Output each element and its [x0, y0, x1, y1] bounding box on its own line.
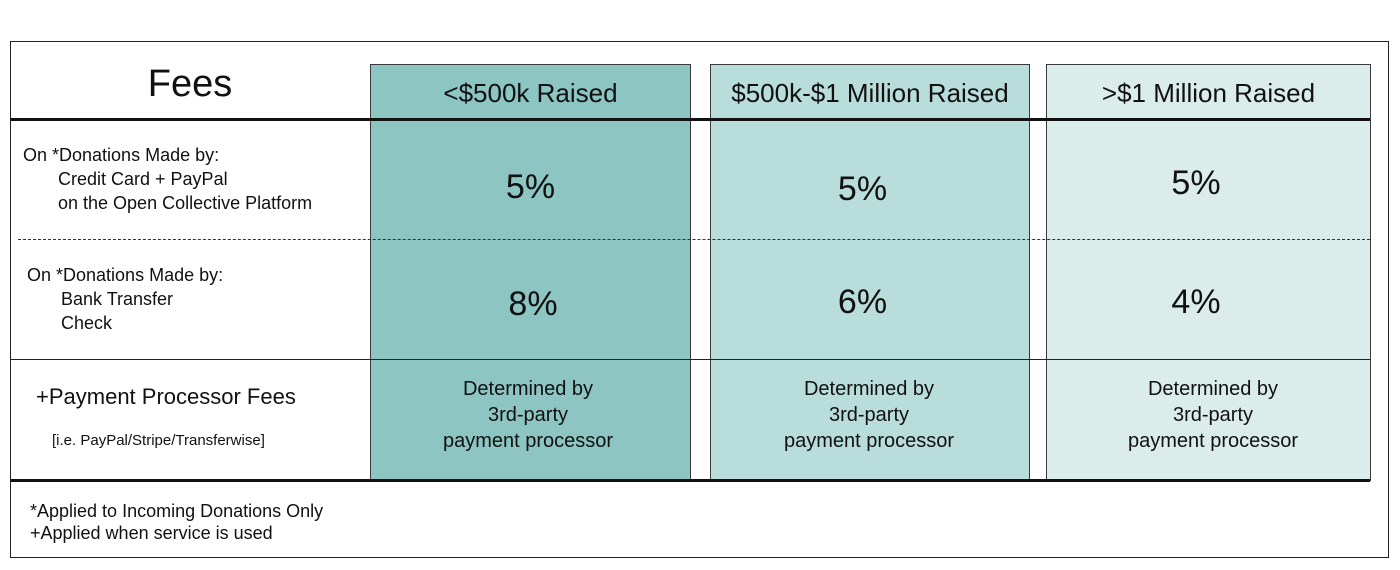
bank-row-line1: On *Donations Made by:	[27, 265, 224, 285]
processor-tier-3-line1: Determined by	[1147, 378, 1279, 400]
bank-row-label: On *Donations Made by: Bank Transfer Che…	[27, 263, 223, 335]
processor-row-label: +Payment Processor Fees	[36, 384, 296, 409]
tier-header-3: >$1 Million Raised	[1101, 78, 1316, 108]
processor-fee-tier-2: Determined by 3rd-party payment processo…	[710, 376, 1028, 454]
footnote-1: *Applied to Incoming Donations Only	[30, 501, 324, 521]
bank-fee-tier-3: 4%	[1171, 283, 1221, 321]
row-divider	[10, 359, 1370, 360]
tier-header-1: <$500k Raised	[443, 78, 618, 108]
card-row-label: On *Donations Made by: Credit Card + Pay…	[23, 143, 312, 215]
tier-column-2: $500k-$1 Million Raised	[710, 64, 1030, 481]
processor-tier-2-line1: Determined by	[803, 378, 935, 400]
card-fee-tier-1: 5%	[505, 168, 556, 206]
bank-fee-tier-1: 8%	[508, 285, 558, 323]
tier-column-1: <$500k Raised	[370, 64, 691, 481]
bank-row-line2: Bank Transfer	[61, 289, 174, 309]
footnotes: *Applied to Incoming Donations Only +App…	[30, 500, 323, 544]
bank-row-line3: Check	[61, 313, 113, 333]
processor-tier-2-line2: 3rd-party	[828, 404, 910, 426]
card-row-line3: on the Open Collective Platform	[58, 193, 313, 213]
card-fee-tier-3: 5%	[1171, 164, 1221, 202]
card-row-line1: On *Donations Made by:	[23, 145, 220, 165]
processor-row-sublabel: [i.e. PayPal/Stripe/Transferwise]	[52, 432, 265, 449]
processor-tier-3-line3: payment processor	[1127, 430, 1299, 452]
card-row-line2: Credit Card + PayPal	[58, 169, 228, 189]
card-fee-tier-2: 5%	[837, 170, 888, 208]
tier-header-2: $500k-$1 Million Raised	[731, 78, 1009, 108]
header-divider	[10, 118, 1370, 121]
row-divider-dashed	[18, 239, 1370, 240]
bank-fee-tier-2: 6%	[837, 283, 888, 321]
processor-tier-1-line3: payment processor	[442, 430, 614, 452]
processor-tier-3-line2: 3rd-party	[1172, 404, 1254, 426]
processor-tier-2-line3: payment processor	[783, 430, 955, 452]
footer-divider	[10, 479, 1370, 482]
processor-tier-1-line1: Determined by	[462, 378, 594, 400]
processor-fee-tier-3: Determined by 3rd-party payment processo…	[1046, 376, 1380, 454]
processor-fee-tier-1: Determined by 3rd-party payment processo…	[370, 376, 686, 454]
processor-tier-1-line2: 3rd-party	[487, 404, 569, 426]
table-title: Fees	[147, 62, 233, 105]
footnote-2: +Applied when service is used	[30, 523, 273, 543]
